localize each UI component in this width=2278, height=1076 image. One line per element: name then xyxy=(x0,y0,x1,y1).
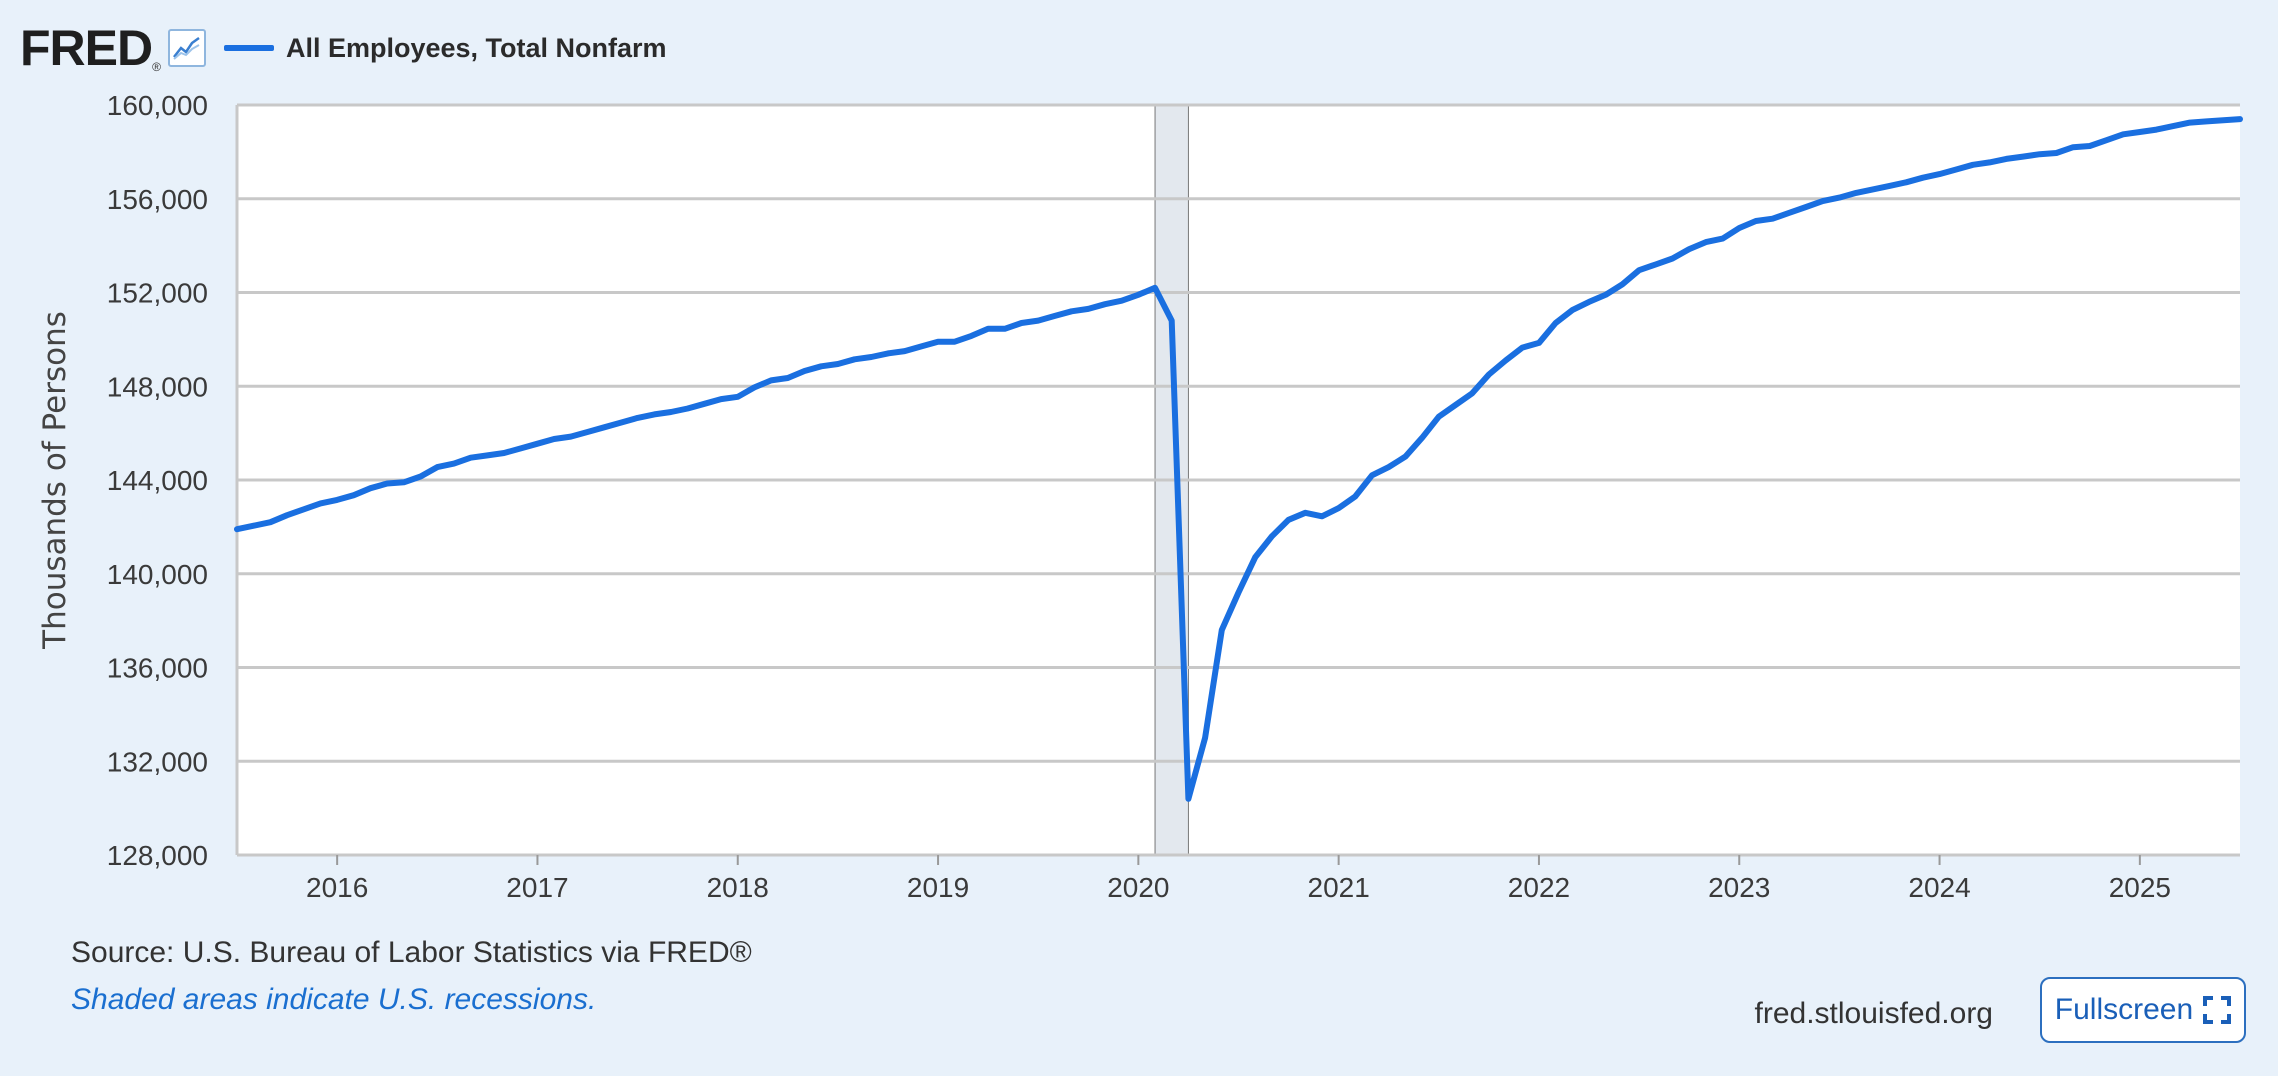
legend-swatch xyxy=(223,45,274,51)
y-tick-label: 144,000 xyxy=(107,465,208,496)
x-tick-label: 2016 xyxy=(306,872,368,900)
chart-header: FRED® All Employees, Total Nonfarm xyxy=(20,18,667,78)
recession-note[interactable]: Shaded areas indicate U.S. recessions. xyxy=(71,983,597,1016)
site-url[interactable]: fred.stlouisfed.org xyxy=(1754,997,1993,1030)
x-tick-label: 2018 xyxy=(707,872,769,900)
fred-logo[interactable]: FRED® xyxy=(20,20,161,76)
fullscreen-icon xyxy=(2203,996,2232,1024)
y-axis-ticks: 128,000 132,000 136,000 140,000 144,000 148,0… xyxy=(107,90,208,871)
y-tick-label: 148,000 xyxy=(107,371,208,402)
fred-logo-text: FRED xyxy=(20,20,153,76)
y-tick-label: 152,000 xyxy=(107,278,208,309)
y-tick-label: 156,000 xyxy=(107,184,208,215)
x-tick-label: 2021 xyxy=(1308,872,1370,900)
series-line[interactable] xyxy=(234,116,2243,802)
source-text: Source: U.S. Bureau of Labor Statistics … xyxy=(71,936,752,969)
x-axis-ticks: 2016 2017 2018 2019 2020 2021 2022 2023 2024 2025 xyxy=(306,855,2171,900)
legend: All Employees, Total Nonfarm xyxy=(223,32,667,64)
x-tick-label: 2023 xyxy=(1708,872,1770,900)
series-layer xyxy=(234,116,2243,802)
y-tick-label: 128,000 xyxy=(107,840,208,871)
y-tick-label: 140,000 xyxy=(107,559,208,590)
y-tick-label: 136,000 xyxy=(107,653,208,684)
grid-layer xyxy=(235,103,2240,857)
y-tick-label: 160,000 xyxy=(107,90,208,121)
chart-area: 128,000 132,000 136,000 140,000 144,000 148,0… xyxy=(37,90,2243,900)
line-chart-icon[interactable] xyxy=(167,29,206,67)
y-axis-title: Thousands of Persons xyxy=(37,311,73,650)
fred-logo-reg: ® xyxy=(152,60,161,74)
x-tick-label: 2017 xyxy=(506,872,568,900)
fullscreen-label: Fullscreen xyxy=(2054,993,2194,1026)
fullscreen-button[interactable]: Fullscreen xyxy=(2040,977,2246,1043)
x-tick-label: 2022 xyxy=(1508,872,1570,900)
x-tick-label: 2024 xyxy=(1908,872,1970,900)
line-chart-icon-svg xyxy=(172,36,200,60)
x-tick-label: 2020 xyxy=(1107,872,1169,900)
fullscreen-icon-svg xyxy=(2203,996,2232,1024)
legend-label: All Employees, Total Nonfarm xyxy=(285,32,667,63)
x-tick-label: 2019 xyxy=(907,872,969,900)
x-tick-label: 2025 xyxy=(2109,872,2171,900)
y-tick-label: 132,000 xyxy=(107,746,208,777)
